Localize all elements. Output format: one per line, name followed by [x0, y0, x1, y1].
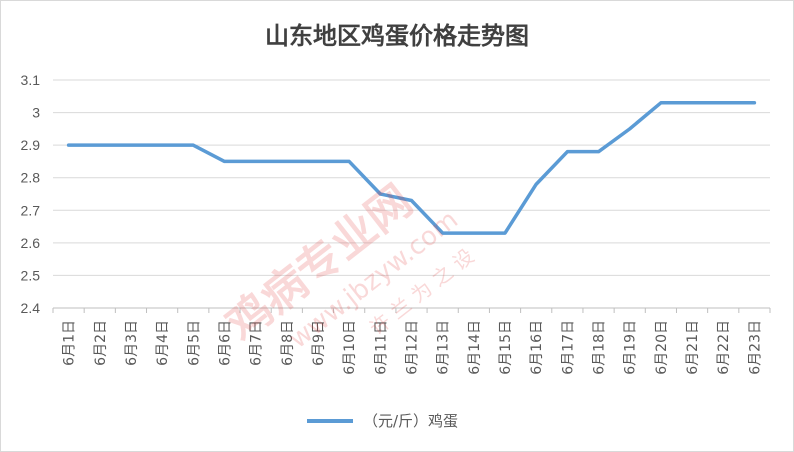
x-tick-label: 6月15日 [498, 320, 514, 375]
x-tick-label: 6月3日 [124, 320, 140, 366]
series-line-egg [66, 101, 757, 235]
x-tick-label: 6月6日 [217, 320, 233, 366]
x-tick-label: 6月16日 [529, 320, 545, 375]
legend-label-egg: （元/斤）鸡蛋 [363, 412, 459, 430]
y-tick-label: 2.6 [21, 235, 41, 251]
x-tick-label: 6月13日 [436, 320, 452, 375]
x-tick-label: 6月17日 [560, 320, 576, 375]
chart-legend: （元/斤）鸡蛋 [307, 410, 458, 431]
x-tick-label: 6月12日 [405, 320, 421, 375]
x-tick-label: 6月7日 [249, 320, 265, 366]
x-tick-label: 6月18日 [592, 320, 608, 375]
x-tick-label: 6月4日 [155, 320, 171, 366]
y-tick-label: 2.9 [21, 137, 41, 153]
legend-swatch-egg [307, 418, 353, 423]
x-tick-label: 6月10日 [342, 320, 358, 375]
x-tick-label: 6月21日 [685, 320, 701, 375]
x-tick-label: 6月14日 [467, 320, 483, 375]
x-tick-label: 6月5日 [186, 320, 202, 366]
x-tick-label: 6月11日 [373, 320, 389, 375]
y-tick-label: 3 [32, 105, 40, 121]
y-tick-label: 2.8 [21, 170, 41, 186]
x-tick-label: 6月2日 [93, 320, 109, 366]
chart-title: 山东地区鸡蛋价格走势图 [265, 22, 529, 50]
x-tick-label: 6月20日 [654, 320, 670, 375]
y-tick-label: 2.7 [21, 202, 41, 218]
y-tick-label: 2.4 [21, 300, 41, 316]
y-tick-label: 3.1 [21, 72, 41, 88]
x-tick-label: 6月1日 [62, 320, 78, 366]
y-tick-label: 2.5 [21, 267, 41, 283]
x-tick-label: 6月9日 [311, 320, 327, 366]
x-tick-label: 6月23日 [747, 320, 763, 375]
x-tick-label: 6月19日 [623, 320, 639, 375]
x-tick-label: 6月22日 [716, 320, 732, 375]
x-tick-label: 6月8日 [280, 320, 296, 366]
